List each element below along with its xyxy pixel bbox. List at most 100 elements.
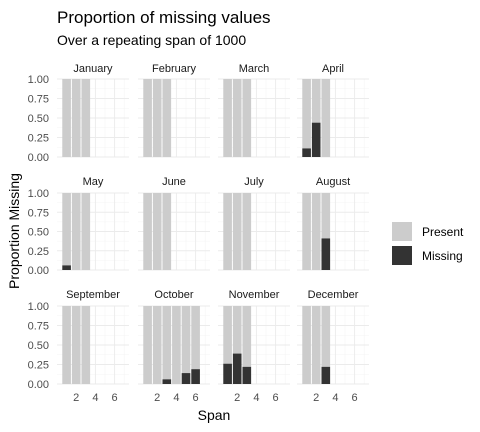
x-tick-label: 6 <box>193 392 199 404</box>
bar-missing <box>242 366 252 384</box>
facet-panel-november: November <box>218 289 290 385</box>
bar-present <box>311 193 321 270</box>
y-tick-label: 1.00 <box>28 301 49 313</box>
bar-present <box>232 79 242 157</box>
facet-panel-august: August <box>297 176 369 271</box>
bar-present <box>242 306 252 367</box>
facet-panel-april: April <box>297 63 369 158</box>
bar-present <box>321 79 331 157</box>
x-tick-label: 2 <box>154 392 160 404</box>
y-tick-label: 0.25 <box>28 133 49 145</box>
bar-present <box>152 306 162 384</box>
y-tick-label: 1.00 <box>28 74 49 86</box>
y-tick-label: 0.50 <box>28 340 49 352</box>
bar-present <box>162 79 172 157</box>
bar-present <box>152 79 162 157</box>
bar-present <box>321 306 331 367</box>
facet-panel-january: January <box>57 63 129 158</box>
y-axis-label: Proportion Missing <box>6 173 22 289</box>
bar-present <box>223 306 232 364</box>
facet-label: September <box>66 289 120 301</box>
facet-panel-march: March <box>218 63 290 158</box>
bar-present <box>143 193 152 270</box>
bar-present <box>223 193 232 270</box>
bar-present <box>162 306 172 380</box>
bar-missing <box>62 265 71 270</box>
x-tick-label: 4 <box>253 392 259 404</box>
facet-label: March <box>239 63 270 75</box>
facet-panel-june: June <box>138 176 210 271</box>
bar-missing <box>191 369 200 384</box>
x-tick-label: 6 <box>112 392 118 404</box>
facet-label: June <box>162 176 186 188</box>
bar-present <box>71 193 81 270</box>
facet-label: November <box>229 289 280 301</box>
x-tick-label: 4 <box>332 392 338 404</box>
bar-present <box>181 306 191 374</box>
bar-present <box>172 306 181 384</box>
y-tick-label: 0.75 <box>28 94 49 106</box>
facet-panel-december: December <box>297 289 369 385</box>
bar-missing <box>162 379 172 384</box>
bar-present <box>62 306 71 384</box>
facet-panel-july: July <box>218 176 290 271</box>
bar-present <box>223 79 232 157</box>
bar-present <box>81 79 91 157</box>
bar-present <box>152 193 162 270</box>
legend-label: Missing <box>422 249 463 263</box>
y-axis-ticks: 0.00 0.25 0.50 0.75 1.00 0.00 0.25 0.50 0.75 1.00… <box>28 74 49 391</box>
y-tick-label: 0.50 <box>28 227 49 239</box>
facet-label: February <box>152 63 197 75</box>
facet-label: April <box>322 63 344 75</box>
facet-label: December <box>308 289 359 301</box>
facet-label: October <box>154 289 193 301</box>
x-axis-ticks: 2 4 6 2 4 6 2 4 6 2 4 6 <box>73 392 358 404</box>
bar-present <box>242 79 252 157</box>
chart-subtitle: Over a repeating span of 1000 <box>57 32 246 48</box>
bar-missing <box>311 122 321 157</box>
bar-missing <box>321 366 331 384</box>
facet-label: May <box>83 176 104 188</box>
facet-label: August <box>316 176 350 188</box>
bar-missing <box>223 363 232 384</box>
facet-label: January <box>73 63 113 75</box>
bar-present <box>62 79 71 157</box>
bar-present <box>311 306 321 384</box>
x-tick-label: 2 <box>313 392 319 404</box>
bar-present <box>232 306 242 354</box>
x-tick-label: 4 <box>173 392 179 404</box>
x-tick-label: 2 <box>73 392 79 404</box>
bar-missing <box>302 148 311 157</box>
y-tick-label: 0.25 <box>28 246 49 258</box>
bar-present <box>302 79 311 149</box>
chart-title: Proportion of missing values <box>57 8 271 27</box>
legend: Present Missing <box>392 222 464 265</box>
y-tick-label: 0.75 <box>28 321 49 333</box>
facet-panels: January February March April May June July Augu… <box>57 63 369 385</box>
bar-present <box>321 193 331 239</box>
facet-label: July <box>244 176 264 188</box>
x-tick-label: 6 <box>352 392 358 404</box>
bar-missing <box>181 373 191 384</box>
y-tick-label: 0.00 <box>28 152 49 164</box>
y-tick-label: 0.00 <box>28 379 49 391</box>
bar-present <box>81 193 91 270</box>
x-axis-label: Span <box>198 407 231 423</box>
facet-panel-february: February <box>138 63 210 158</box>
x-tick-label: 2 <box>234 392 240 404</box>
y-tick-label: 0.00 <box>28 265 49 277</box>
bar-present <box>62 193 71 266</box>
bar-missing <box>321 238 331 270</box>
bar-present <box>302 193 311 270</box>
legend-key-present <box>392 222 412 241</box>
bar-present <box>71 79 81 157</box>
y-tick-label: 0.75 <box>28 207 49 219</box>
bar-present <box>143 79 152 157</box>
facet-panel-may: May <box>57 176 129 271</box>
bar-present <box>311 79 321 123</box>
bar-present <box>71 306 81 384</box>
facet-panel-october: October <box>138 289 210 385</box>
bar-present <box>162 193 172 270</box>
facet-panel-september: September <box>57 289 129 385</box>
